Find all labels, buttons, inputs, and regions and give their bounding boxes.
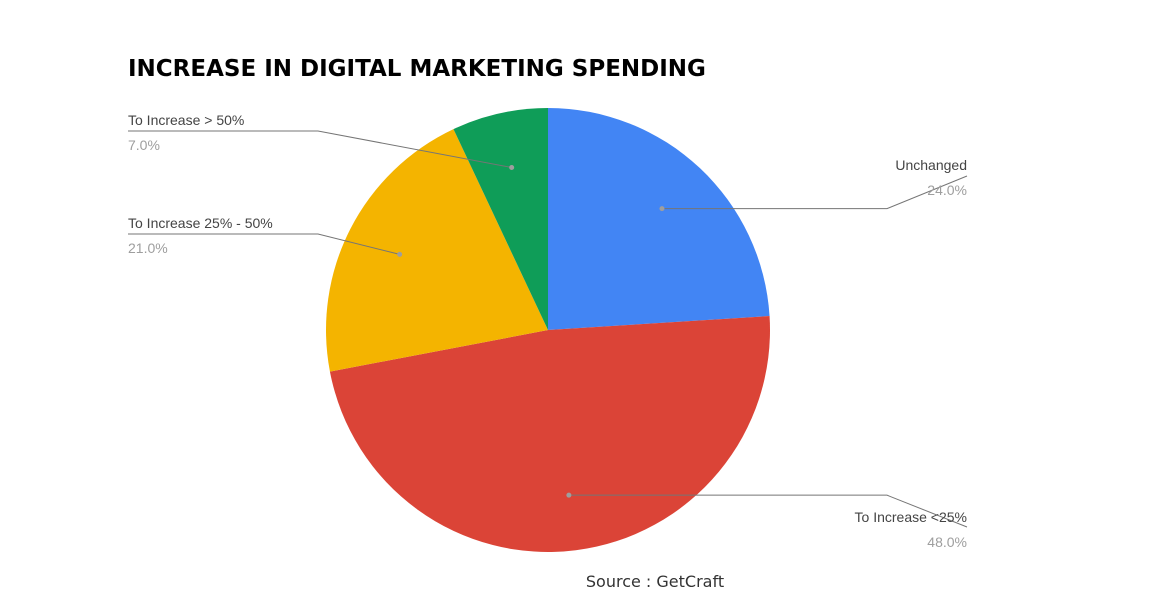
slice-to-increase-50 <box>453 108 548 330</box>
slice-value-to-increase-25: 48.0% <box>927 534 967 550</box>
leader-line-to-increase-50 <box>128 130 512 169</box>
slice-value-to-increase-50: 7.0% <box>128 137 160 153</box>
leader-line-to-increase-25 <box>568 494 968 528</box>
slice-value-unchanged: 24.0% <box>927 182 967 198</box>
chart-title: INCREASE IN DIGITAL MARKETING SPENDING <box>128 56 706 82</box>
slice-to-increase-25-50 <box>325 129 548 372</box>
pie-slices <box>325 108 770 552</box>
slice-label-to-increase-25: To Increase <25% <box>855 509 967 525</box>
leader-dot-to-increase-25-50 <box>397 251 403 257</box>
leader-dot-unchanged <box>659 206 665 212</box>
leader-line-unchanged <box>661 175 968 210</box>
slice-value-to-increase-25-50: 21.0% <box>128 240 168 256</box>
slice-labels: Unchanged 24.0% To Increase <25% 48.0% To In… <box>128 112 967 550</box>
slice-unchanged <box>548 108 770 330</box>
leader-dot-to-increase-50 <box>509 165 515 171</box>
slice-to-increase-25 <box>329 316 770 552</box>
leader-lines <box>128 130 968 528</box>
leader-line-to-increase-25-50 <box>128 233 400 255</box>
leader-dot-to-increase-25 <box>566 492 572 498</box>
source-note: Source : GetCraft <box>585 572 725 591</box>
slice-label-to-increase-25-50: To Increase 25% - 50% <box>128 215 273 231</box>
slice-label-unchanged: Unchanged <box>895 157 967 173</box>
slice-label-to-increase-50: To Increase > 50% <box>128 112 244 128</box>
